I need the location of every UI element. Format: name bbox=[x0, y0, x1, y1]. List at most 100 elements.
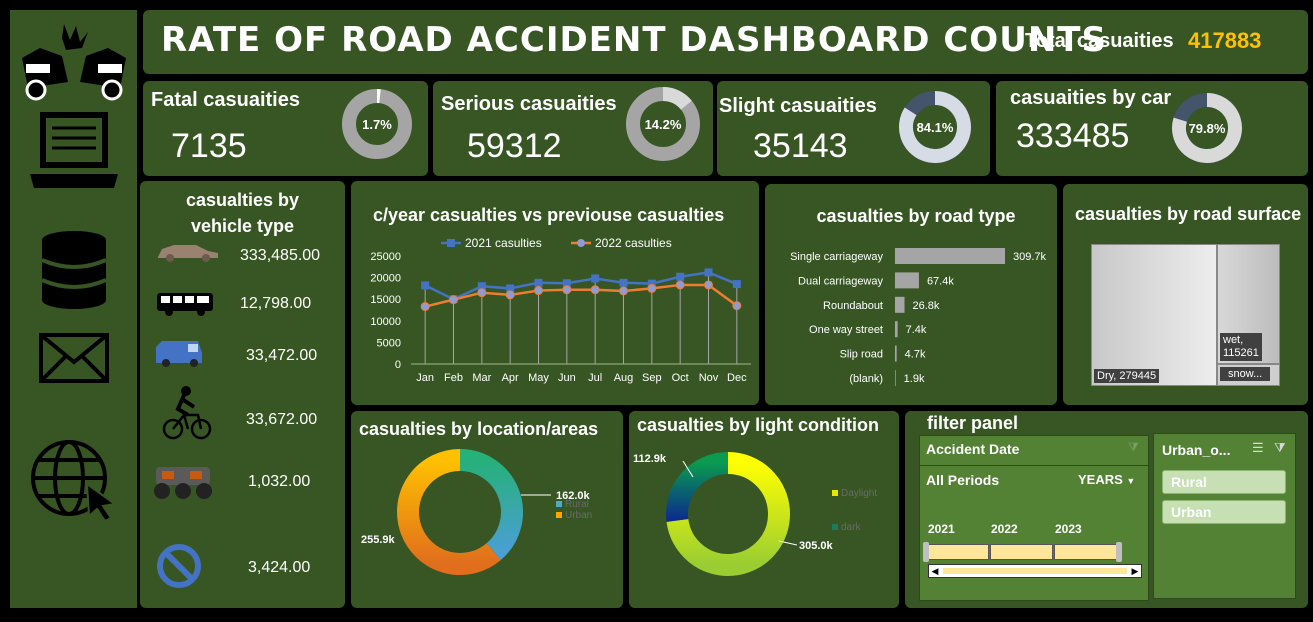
timeline-level-select[interactable]: YEARS ▼ bbox=[1078, 472, 1135, 487]
kpi-title: Fatal casuaities bbox=[151, 89, 300, 111]
scroll-thumb[interactable] bbox=[943, 568, 1127, 574]
kpi-title: Serious casuaities bbox=[441, 93, 617, 115]
location-panel: casualties by location/areas 162.0k 255.9… bbox=[351, 411, 623, 608]
legend-label: dark bbox=[841, 522, 861, 533]
bar-value-label: 1.9k bbox=[904, 373, 925, 385]
kpi-title: casuaities by car bbox=[1010, 87, 1172, 109]
leader-line bbox=[778, 540, 798, 546]
treemap-snow[interactable]: snow... bbox=[1217, 364, 1280, 386]
scroll-left-icon[interactable]: ◀ bbox=[931, 566, 939, 576]
kpi-serious: Serious casuaities 59312 14.2% bbox=[433, 81, 713, 176]
multi-select-icon[interactable]: ☰ bbox=[1252, 440, 1264, 455]
timeline-handle-right[interactable] bbox=[1116, 542, 1122, 562]
bar bbox=[895, 370, 896, 386]
data-point bbox=[562, 285, 572, 295]
road-type-bar-chart: Single carriageway 309.7k Dual carriageway… bbox=[790, 248, 1047, 386]
bar-category-label: One way street bbox=[809, 324, 883, 336]
vehicle-title-line2: vehicle type bbox=[190, 216, 295, 236]
y-tick-label: 10000 bbox=[370, 316, 401, 328]
vehicle-value-van: 33,472.00 bbox=[246, 347, 318, 364]
donut-slice bbox=[397, 449, 501, 575]
bar-value-label: 7.4k bbox=[906, 324, 927, 336]
total-casualties-label: Total casuaities bbox=[1025, 30, 1174, 52]
accident-date-timeline: Accident Date ⧩ All Periods YEARS ▼ 2021… bbox=[919, 435, 1149, 601]
van-icon bbox=[156, 341, 202, 367]
kpi-donut-label: 84.1% bbox=[917, 120, 954, 135]
data-point bbox=[590, 285, 600, 295]
kpi-donut-label: 1.7% bbox=[362, 117, 392, 132]
data-point bbox=[704, 280, 713, 290]
vehicle-value-car: 333,485.00 bbox=[240, 247, 321, 264]
vehicle-type-panel: casualties by vehicle type 333,485.00 12… bbox=[140, 181, 345, 608]
data-point bbox=[732, 280, 741, 289]
x-tick-label: Mar bbox=[472, 372, 491, 384]
timeline-handle-left[interactable] bbox=[923, 542, 929, 562]
kpi-donut-label: 79.8% bbox=[1189, 121, 1226, 136]
legend-label: 2022 casulties bbox=[595, 236, 672, 250]
kpi-donut: 79.8% bbox=[1172, 93, 1242, 163]
timeline-year: 2021 bbox=[928, 522, 955, 536]
kpi-donut-arc bbox=[899, 91, 971, 163]
slice-label: 112.9k bbox=[633, 453, 667, 465]
legend-marker bbox=[556, 501, 562, 507]
database-icon[interactable] bbox=[10, 230, 137, 310]
legend-label: 2021 casulties bbox=[465, 236, 542, 250]
legend-label: Daylight bbox=[841, 488, 877, 499]
timeline-bar-2022[interactable] bbox=[990, 544, 1053, 560]
x-tick-label: Jun bbox=[558, 372, 576, 384]
kpi-donut: 84.1% bbox=[899, 91, 971, 163]
y-tick-label: 25000 bbox=[370, 251, 401, 263]
bar-value-label: 67.4k bbox=[927, 275, 954, 287]
x-tick-label: Oct bbox=[672, 372, 689, 384]
slicer-option-urban[interactable]: Urban bbox=[1162, 500, 1286, 524]
timeline-level-label: YEARS bbox=[1078, 472, 1123, 487]
data-point bbox=[562, 279, 571, 288]
legend-marker bbox=[577, 239, 585, 247]
bar-value-label: 26.8k bbox=[913, 300, 940, 312]
web-globe-icon[interactable] bbox=[10, 438, 137, 522]
timeline-scrollbar[interactable]: ◀ ▶ bbox=[928, 564, 1142, 578]
treemap-wet-label-line1: wet, bbox=[1223, 334, 1244, 346]
kpi-donut: 1.7% bbox=[342, 89, 412, 159]
treemap-wet[interactable]: wet, 115261 bbox=[1217, 244, 1280, 364]
bicycle-icon bbox=[162, 386, 212, 440]
treemap-snow-label: snow... bbox=[1220, 367, 1271, 381]
clear-filter-icon[interactable]: ⧩ bbox=[1128, 440, 1139, 454]
timeline-bar-2021[interactable] bbox=[926, 544, 989, 560]
series-line bbox=[424, 283, 738, 308]
total-casualties-value: 417883 bbox=[1188, 28, 1262, 53]
data-point bbox=[505, 290, 515, 300]
bar bbox=[895, 272, 919, 289]
vehicle-value-bicycle: 33,672.00 bbox=[246, 411, 318, 428]
clear-filter-icon[interactable]: ⧩ bbox=[1274, 440, 1286, 455]
y-tick-label: 20000 bbox=[370, 273, 401, 285]
kpi-donut-arc bbox=[662, 87, 692, 110]
x-tick-label: Nov bbox=[699, 372, 719, 384]
slicer-option-rural[interactable]: Rural bbox=[1162, 470, 1286, 494]
data-point bbox=[676, 272, 685, 281]
legend-marker bbox=[447, 239, 455, 247]
bar bbox=[895, 321, 898, 338]
data-point bbox=[449, 295, 458, 305]
slice-label: 305.0k bbox=[799, 540, 834, 552]
scroll-right-icon[interactable]: ▶ bbox=[1131, 566, 1139, 576]
bus-icon bbox=[157, 293, 213, 316]
bar-category-label: Slip road bbox=[840, 349, 883, 361]
kpi-value: 7135 bbox=[171, 127, 247, 165]
road-type-panel: casualties by road type Single carriagew… bbox=[765, 184, 1057, 405]
data-point bbox=[704, 268, 713, 277]
x-tick-label: Dec bbox=[727, 372, 747, 384]
data-point bbox=[619, 286, 628, 296]
location-title: casualties by location/areas bbox=[359, 419, 599, 439]
laptop-icon[interactable] bbox=[10, 110, 137, 194]
timeline-bar-2023[interactable] bbox=[1054, 544, 1117, 560]
data-point bbox=[420, 302, 430, 312]
timeline-year: 2022 bbox=[991, 522, 1018, 536]
car-crash-icon[interactable] bbox=[10, 22, 137, 104]
bar-category-label: Single carriageway bbox=[790, 251, 883, 263]
leader-line bbox=[682, 460, 694, 478]
kpi-donut-label: 14.2% bbox=[645, 117, 682, 132]
mail-icon[interactable] bbox=[10, 332, 137, 384]
treemap-dry[interactable]: Dry, 279445 bbox=[1091, 244, 1217, 386]
monthly-line-chart-panel: c/year casualties vs previouse casualtie… bbox=[351, 181, 759, 405]
